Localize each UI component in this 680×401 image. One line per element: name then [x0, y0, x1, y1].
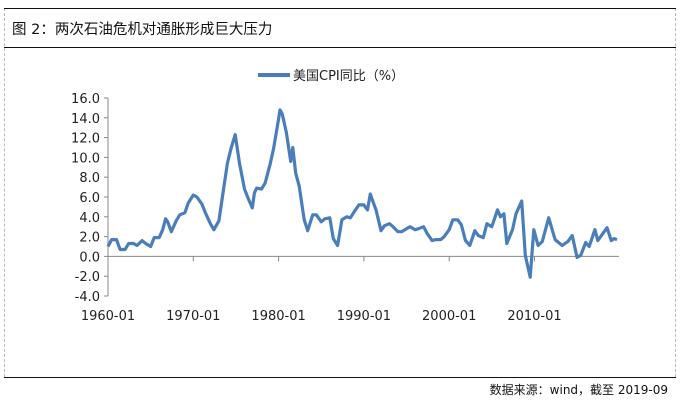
y-tick-label: 14.0 — [71, 112, 100, 127]
y-tick-label: -2.0 — [75, 270, 100, 285]
x-tick-label: 1960-01 — [81, 309, 135, 324]
series-line-us-cpi — [106, 108, 618, 279]
y-tick-label: 4.0 — [79, 211, 100, 226]
top-rule — [4, 8, 676, 9]
x-tick-label: 1970-01 — [166, 309, 220, 324]
figure-frame — [4, 8, 676, 377]
source-note: 数据来源：wind，截至 2019-09 — [489, 383, 668, 397]
y-tick-label: 16.0 — [71, 92, 100, 107]
y-tick-label: 8.0 — [79, 171, 100, 186]
y-tick-label: 0.0 — [79, 250, 100, 265]
y-tick-label: 6.0 — [79, 191, 100, 206]
x-tick-label: 2000-01 — [422, 309, 476, 324]
x-tick-label: 2010-01 — [507, 309, 561, 324]
y-tick-label: 2.0 — [79, 231, 100, 246]
figure-title: 图 2：两次石油危机对通胀形成巨大压力 — [12, 22, 273, 38]
y-tick-label: 12.0 — [71, 132, 100, 147]
bottom-rule — [4, 377, 676, 378]
legend: 美国CPI同比（%） — [258, 69, 404, 84]
legend-label: 美国CPI同比（%） — [293, 69, 404, 84]
y-tick-label: -4.0 — [75, 290, 100, 305]
x-tick-label: 1990-01 — [337, 309, 391, 324]
title-rule — [4, 47, 676, 48]
x-tick-label: 1980-01 — [251, 309, 305, 324]
y-tick-label: 10.0 — [71, 151, 100, 166]
